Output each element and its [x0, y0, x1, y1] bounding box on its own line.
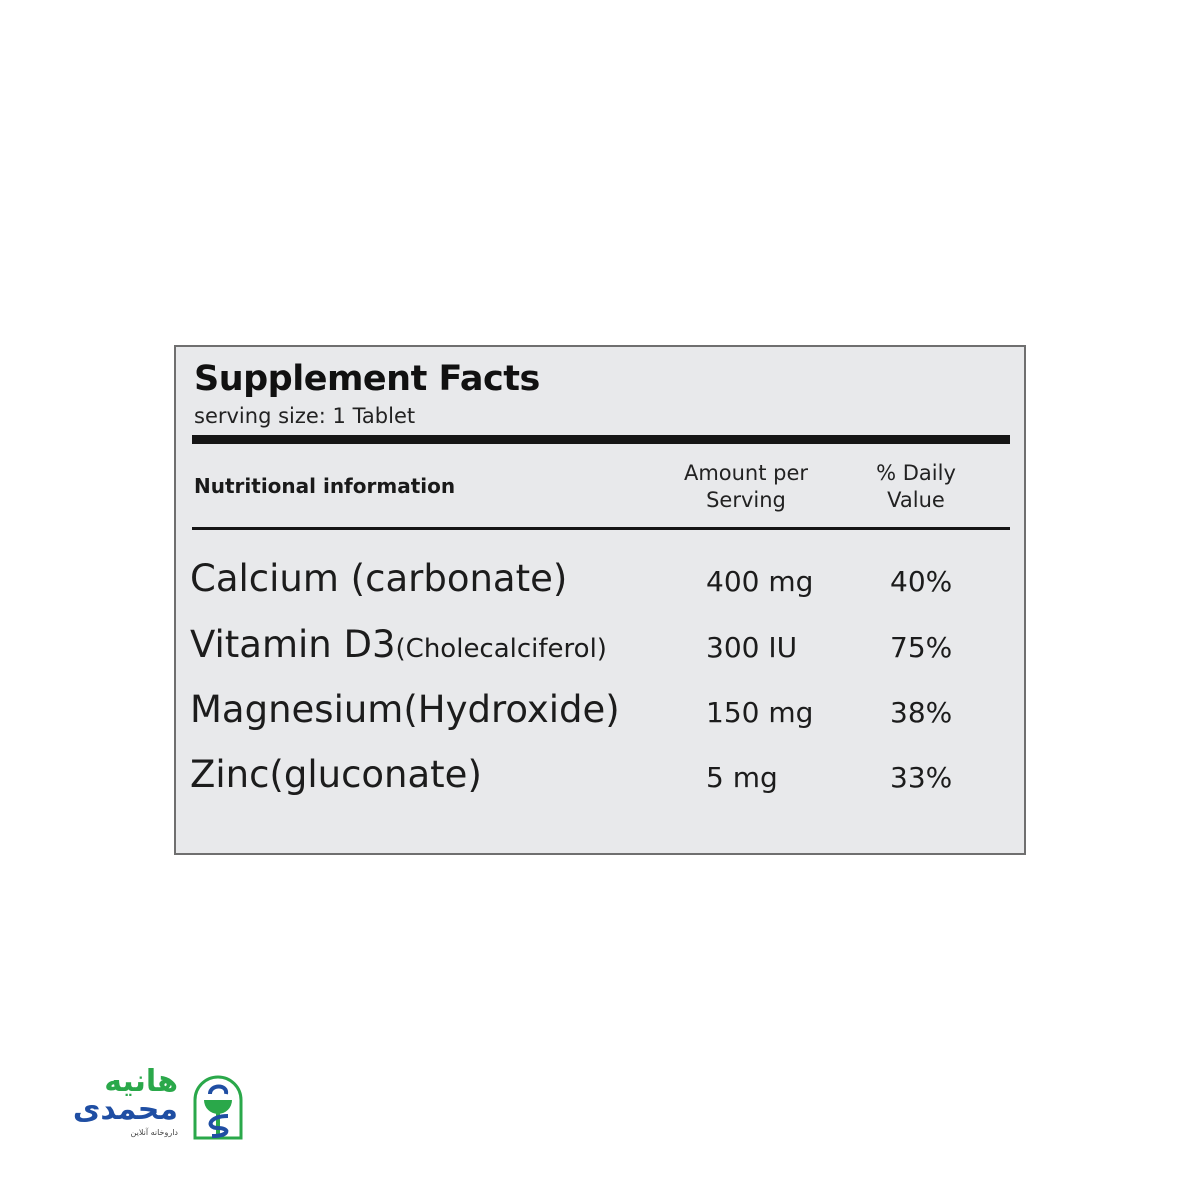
header-amount: Amount per Serving — [683, 461, 809, 512]
header-daily-value: % Daily Value — [876, 461, 956, 512]
serving-size: serving size: 1 Tablet — [194, 404, 416, 428]
nutrient-row: Vitamin D3(Cholecalciferol) 300 IU 75% — [190, 623, 1010, 673]
nutrient-row: Zinc(gluconate) 5 mg 33% — [190, 753, 1010, 803]
nutrient-amount: 5 mg — [706, 761, 778, 794]
thick-divider — [192, 435, 1010, 444]
thin-divider — [192, 527, 1010, 530]
nutrient-name: Magnesium(Hydroxide) — [190, 688, 620, 731]
nutrient-row: Calcium (carbonate) 400 mg 40% — [190, 557, 1010, 607]
nutrient-name: Vitamin D3(Cholecalciferol) — [190, 623, 607, 666]
nutrient-daily-value: 38% — [890, 696, 953, 729]
nutrient-name: Zinc(gluconate) — [190, 753, 482, 796]
nutrient-daily-value: 33% — [890, 761, 953, 794]
header-nutrition: Nutritional information — [194, 474, 456, 498]
nutrient-name: Calcium (carbonate) — [190, 557, 568, 600]
nutrient-amount: 300 IU — [706, 631, 798, 664]
nutrient-daily-value: 40% — [890, 565, 953, 598]
nutrient-row: Magnesium(Hydroxide) 150 mg 38% — [190, 688, 1010, 738]
pharmacy-logo: هانیه محمدی داروخانه آنلاین — [58, 1064, 244, 1142]
logo-line2: محمدی — [72, 1092, 178, 1127]
supplement-facts-label: Supplement Facts serving size: 1 Tablet … — [174, 345, 1026, 855]
logo-line1: هانیه — [104, 1064, 178, 1099]
nutrient-daily-value: 75% — [890, 631, 953, 664]
pharmacy-emblem-icon — [193, 1075, 243, 1140]
nutrient-amount: 150 mg — [706, 696, 814, 729]
nutrient-amount: 400 mg — [706, 565, 814, 598]
label-title: Supplement Facts — [194, 359, 540, 399]
logo-tagline: داروخانه آنلاین — [130, 1128, 179, 1137]
